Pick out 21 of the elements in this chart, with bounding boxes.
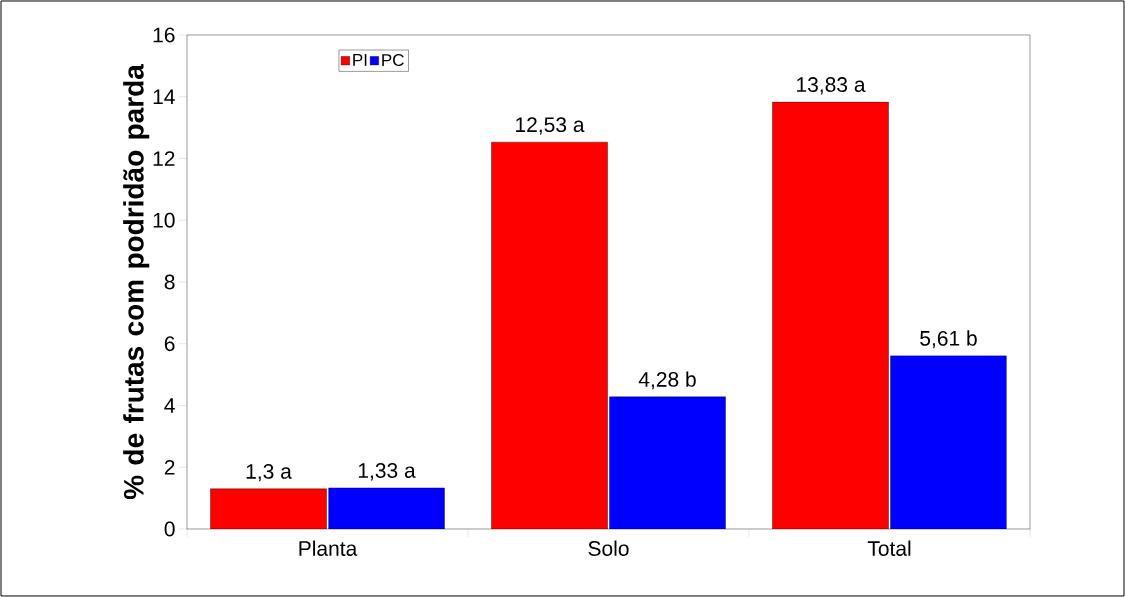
y-tick-label: 14 xyxy=(153,89,175,104)
y-tick-label: 2 xyxy=(164,459,175,475)
legend-label: PC xyxy=(382,54,404,67)
data-label: 4,28 b xyxy=(638,371,696,390)
data-label: 13,83 a xyxy=(797,77,866,95)
y-tick-label: 0 xyxy=(164,521,175,537)
y-tick-label: 10 xyxy=(153,212,175,228)
x-tick-label: Solo xyxy=(588,540,629,556)
y-tick-label: 8 xyxy=(164,274,175,290)
y-tick-label: 12 xyxy=(153,151,175,166)
data-label: 1,3 a xyxy=(246,463,292,482)
data-label: 12,53 a xyxy=(516,117,585,135)
data-label: 5,61 b xyxy=(920,330,977,349)
y-tick-label: 4 xyxy=(164,398,175,413)
x-tick-label: Planta xyxy=(299,540,358,556)
data-label: 1,33 a xyxy=(358,463,416,481)
y-tick-label: 16 xyxy=(153,27,175,43)
y-tick-label: 6 xyxy=(164,336,175,352)
y-axis-title: % de frutas com podridão parda xyxy=(123,64,150,500)
x-tick-label: Total xyxy=(867,540,911,556)
legend-label: PI xyxy=(353,54,367,66)
